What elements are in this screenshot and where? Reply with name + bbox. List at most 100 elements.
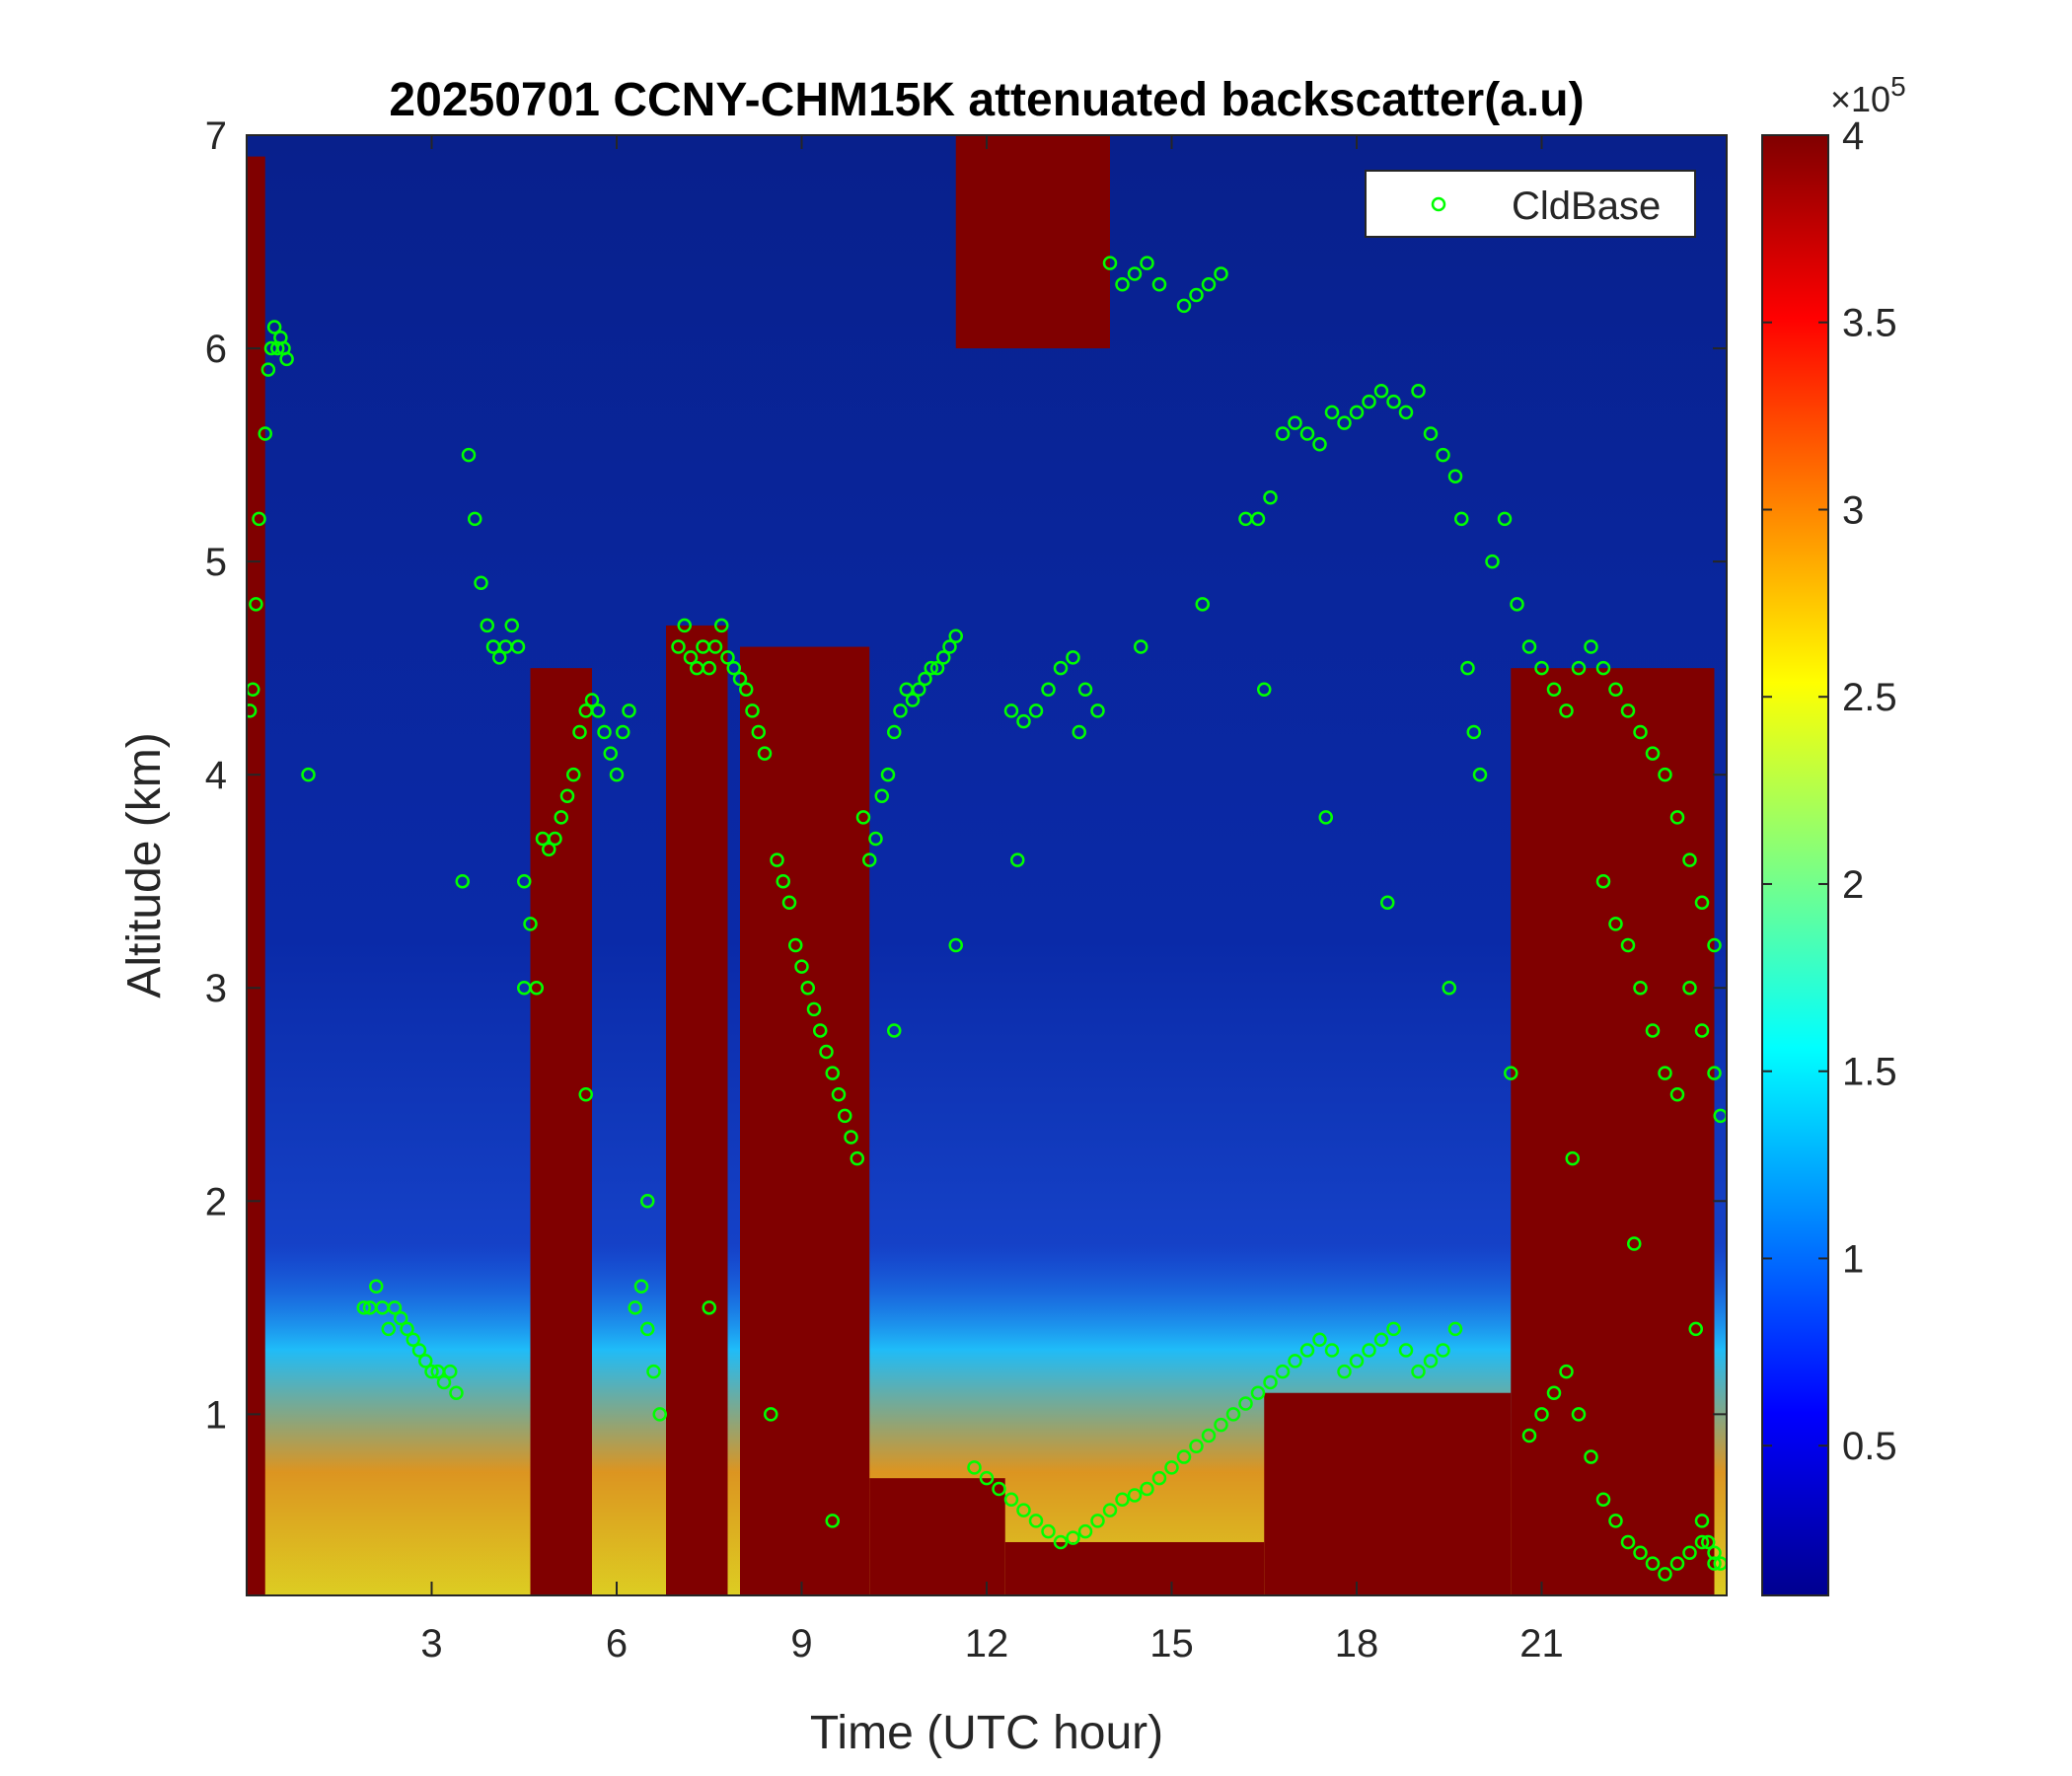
cldbase-point: [1608, 1514, 1623, 1528]
cldbase-point: [924, 660, 938, 676]
cldbase-point: [559, 788, 575, 804]
cldbase-point: [1214, 1417, 1228, 1433]
cldbase-point: [1423, 426, 1439, 441]
y-tick-label: 7: [205, 114, 227, 158]
cldbase-point: [591, 703, 606, 718]
cldbase-point: [1090, 703, 1105, 718]
cldbase-point: [831, 1087, 847, 1102]
cldbase-point: [781, 895, 797, 911]
saturated-layer: [1511, 668, 1715, 1595]
x-axis-label: Time (UTC hour): [810, 1707, 1163, 1759]
cldbase-point: [1386, 394, 1401, 409]
cldbase-point: [1398, 405, 1414, 420]
cldbase-point: [936, 650, 951, 665]
legend: CldBase: [1365, 170, 1696, 238]
cldbase-point: [1318, 810, 1333, 825]
cldbase-point: [1053, 660, 1069, 676]
cldbase-point: [1386, 1321, 1401, 1337]
cldbase-point: [646, 1364, 661, 1379]
cldbase-point: [436, 1374, 452, 1390]
cldbase-point: [1658, 1066, 1672, 1080]
cldbase-point: [1077, 682, 1093, 698]
y-tick-label: 4: [205, 754, 227, 797]
cldbase-point: [1411, 1364, 1426, 1379]
cldbase-point: [776, 873, 790, 889]
cldbase-point: [1176, 298, 1192, 314]
cldbase-point: [1102, 1503, 1118, 1517]
y-tick-label: 2: [205, 1180, 227, 1223]
cldbase-point: [1214, 266, 1228, 281]
cldbase-point: [1521, 1428, 1537, 1443]
legend-box: [1365, 170, 1696, 238]
cldbase-point: [1189, 1439, 1204, 1454]
cldbase-point: [406, 1332, 420, 1347]
cldbase-point: [1195, 597, 1210, 612]
cldbase-point: [584, 693, 600, 707]
cldbase-point: [844, 1130, 858, 1145]
cldbase-point: [1584, 1449, 1598, 1464]
cldbase-point: [714, 618, 729, 633]
cldbase-point: [1466, 724, 1481, 740]
legend-label: CldBase: [1512, 185, 1661, 228]
cldbase-point: [554, 810, 568, 825]
cldbase-point: [1645, 1023, 1661, 1038]
cldbase-point: [850, 1150, 864, 1166]
cldbase-point: [1072, 724, 1086, 740]
cldbase-point: [1645, 1556, 1661, 1571]
cldbase-point: [1633, 724, 1648, 740]
cldbase-point: [517, 980, 532, 996]
cldbase-point: [806, 1001, 822, 1017]
cldbase-point: [1349, 1354, 1365, 1369]
cldbase-point: [443, 1364, 458, 1379]
colorbar-multiplier-exp: 5: [1890, 71, 1906, 102]
cldbase-point: [1299, 426, 1315, 441]
colorbar-tick-label: 4: [1842, 114, 1864, 158]
cldbase-point: [1436, 447, 1450, 463]
cldbase-point: [247, 703, 258, 718]
cldbase-point: [1288, 415, 1302, 430]
cldbase-point: [1707, 1545, 1722, 1561]
cldbase-point: [301, 767, 316, 782]
cldbase-point: [597, 724, 612, 740]
cldbase-point: [918, 671, 932, 687]
cldbase-point: [252, 511, 266, 527]
cldbase-point: [504, 618, 519, 633]
cldbase-point: [1140, 1481, 1154, 1497]
cldbase-point: [1010, 852, 1025, 867]
cldbase-point: [862, 852, 877, 867]
saturated-layer: [955, 135, 1110, 349]
colorbar-tick-label: 2: [1842, 863, 1864, 907]
cldbase-point: [825, 1066, 840, 1080]
cldbase-point: [1324, 405, 1340, 420]
cldbase-point: [1694, 1514, 1710, 1528]
cldbase-point: [1151, 1470, 1167, 1486]
cldbase-point: [732, 671, 748, 687]
cldbase-point: [1620, 703, 1636, 718]
cldbase-point: [1584, 639, 1598, 654]
cldbase-point: [1373, 384, 1389, 399]
colorbar-multiplier-base: ×10: [1830, 79, 1890, 119]
cldbase-point: [1275, 426, 1291, 441]
cldbase-point: [1066, 1530, 1080, 1545]
cldbase-point: [542, 842, 556, 857]
cldbase-point: [1016, 713, 1031, 729]
x-tick-label: 9: [790, 1622, 812, 1665]
cldbase-point: [1669, 1556, 1685, 1571]
cldbase-point: [948, 629, 963, 643]
cldbase-point: [1275, 1364, 1291, 1379]
cldbase-point: [764, 1407, 778, 1422]
cldbase-point: [707, 639, 723, 654]
cldbase-point: [1571, 660, 1587, 676]
colorbar-tick-label: 3.5: [1842, 302, 1897, 345]
cldbase-point: [652, 1407, 667, 1422]
cldbase-point: [1324, 1343, 1340, 1358]
cldbase-point: [517, 873, 532, 889]
x-tick-label: 21: [1519, 1622, 1564, 1665]
cldbase-point: [813, 1023, 828, 1038]
cldbase-points: [247, 256, 1727, 1582]
cldbase-point: [1521, 639, 1537, 654]
cldbase-point: [770, 852, 784, 867]
cldbase-point: [1288, 1354, 1302, 1369]
y-tick-label: 1: [205, 1393, 227, 1437]
saturated-layer: [1004, 1541, 1265, 1595]
